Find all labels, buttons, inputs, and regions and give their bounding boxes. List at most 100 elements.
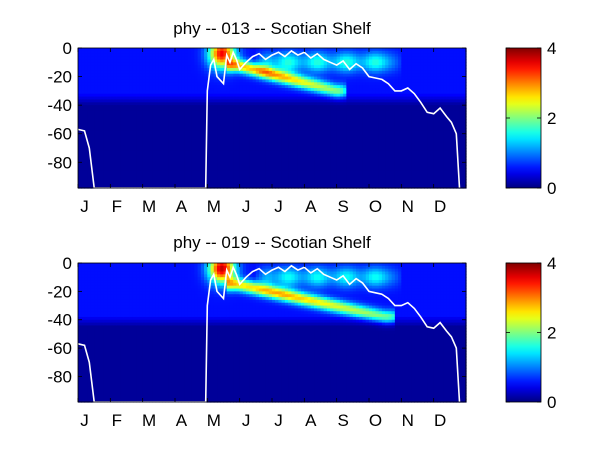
- heatmap-cell: [333, 145, 338, 149]
- heatmap-cell: [265, 76, 270, 81]
- heatmap-cell: [197, 53, 202, 58]
- heatmap-cell: [184, 165, 189, 169]
- heatmap-cell: [175, 99, 179, 103]
- heatmap-cell: [394, 165, 399, 169]
- heatmap-cell: [213, 96, 218, 101]
- heatmap-cell: [103, 110, 108, 115]
- heatmap-cell: [120, 142, 124, 146]
- heatmap-cell: [336, 113, 341, 118]
- heatmap-cell: [220, 93, 225, 98]
- heatmap-cell: [152, 48, 157, 52]
- heatmap-cell: [359, 53, 364, 58]
- heatmap-cell: [81, 130, 86, 135]
- heatmap-cell: [165, 113, 170, 118]
- heatmap-cell: [404, 76, 409, 81]
- heatmap-cell: [307, 56, 312, 61]
- heatmap-cell: [317, 70, 322, 75]
- heatmap-cell: [229, 162, 234, 166]
- heatmap-cell: [336, 105, 341, 109]
- heatmap-cell: [297, 125, 302, 129]
- heatmap-cell: [304, 168, 309, 172]
- heatmap-cell: [388, 162, 393, 166]
- heatmap-cell: [381, 168, 386, 172]
- heatmap-cell: [398, 48, 402, 52]
- heatmap-cell: [207, 85, 212, 89]
- heatmap-cell: [142, 153, 147, 158]
- heatmap-cell: [136, 90, 141, 95]
- heatmap-cell: [184, 185, 189, 189]
- heatmap-cell: [323, 136, 328, 141]
- heatmap-cell: [158, 105, 163, 109]
- heatmap-cell: [404, 128, 409, 132]
- heatmap-cell: [236, 53, 241, 58]
- heatmap-cell: [136, 56, 141, 61]
- heatmap-cell: [187, 82, 192, 86]
- heatmap-cell: [226, 150, 231, 155]
- heatmap-cell: [317, 165, 322, 169]
- heatmap-cell: [123, 79, 128, 83]
- heatmap-cell: [207, 50, 212, 55]
- heatmap-cell: [194, 153, 199, 158]
- heatmap-cell: [259, 59, 263, 63]
- heatmap-cell: [184, 50, 189, 55]
- heatmap-cell: [87, 65, 92, 69]
- heatmap-cell: [242, 185, 247, 189]
- heatmap-cell: [359, 153, 364, 158]
- heatmap-cell: [336, 68, 341, 72]
- heatmap-cell: [165, 176, 170, 181]
- heatmap-cell: [375, 70, 380, 75]
- heatmap-cell: [378, 165, 383, 169]
- heatmap-cell: [284, 65, 289, 69]
- heatmap-cell: [359, 68, 364, 72]
- heatmap-cell: [404, 73, 409, 78]
- heatmap-cell: [171, 73, 176, 78]
- heatmap-cell: [320, 102, 325, 106]
- heatmap-cell: [398, 110, 402, 115]
- heatmap-cell: [359, 125, 364, 129]
- heatmap-cell: [388, 159, 393, 163]
- heatmap-cell: [314, 113, 318, 118]
- heatmap-cell: [294, 70, 299, 75]
- heatmap-cell: [229, 113, 234, 118]
- heatmap-cell: [314, 145, 318, 149]
- heatmap-cell: [265, 179, 270, 183]
- heatmap-cell: [294, 93, 299, 98]
- heatmap-cell: [90, 159, 95, 163]
- heatmap-cell: [97, 176, 102, 181]
- heatmap-cell: [113, 148, 118, 152]
- heatmap-cell: [259, 133, 263, 138]
- heatmap-cell: [158, 110, 163, 115]
- heatmap-cell: [378, 88, 383, 92]
- heatmap-cell: [330, 119, 335, 123]
- heatmap-cell: [165, 65, 170, 69]
- heatmap-cell: [359, 165, 364, 169]
- heatmap-cell: [314, 133, 318, 138]
- heatmap-cell: [359, 168, 364, 172]
- heatmap-cell: [356, 53, 360, 58]
- heatmap-cell: [339, 119, 344, 123]
- heatmap-cell: [116, 139, 121, 143]
- heatmap-cell: [317, 113, 322, 118]
- heatmap-cell: [200, 82, 205, 86]
- heatmap-cell: [120, 130, 124, 135]
- heatmap-cell: [310, 170, 315, 175]
- heatmap-cell: [236, 156, 241, 161]
- heatmap-cell: [301, 93, 305, 98]
- heatmap-cell: [252, 173, 257, 178]
- heatmap-cell: [398, 185, 402, 189]
- heatmap-cell: [339, 82, 344, 86]
- heatmap-cell: [378, 150, 383, 155]
- heatmap-cell: [187, 50, 192, 55]
- heatmap-cell: [239, 122, 244, 126]
- heatmap-cell: [194, 85, 199, 89]
- heatmap-cell: [265, 156, 270, 161]
- heatmap-cell: [310, 90, 315, 95]
- heatmap-cell: [236, 105, 241, 109]
- heatmap-cell: [178, 128, 183, 132]
- heatmap-cell: [116, 136, 121, 141]
- heatmap-cell: [204, 110, 208, 115]
- heatmap-cell: [110, 125, 115, 129]
- heatmap-cell: [259, 65, 263, 69]
- heatmap-cell: [84, 56, 89, 61]
- heatmap-cell: [126, 142, 131, 146]
